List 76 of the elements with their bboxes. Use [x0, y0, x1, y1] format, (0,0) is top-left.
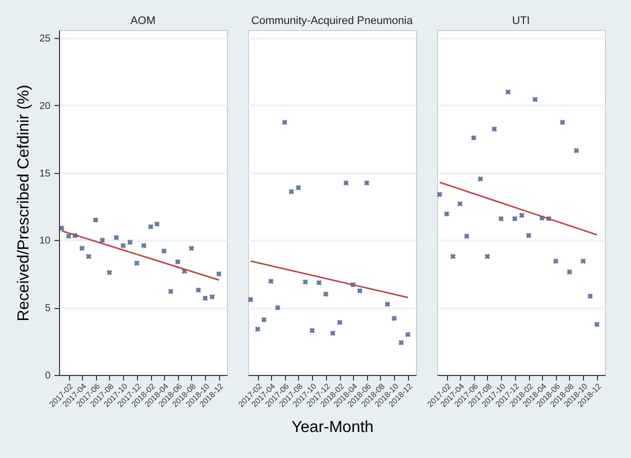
- point: [148, 224, 154, 230]
- point: [296, 184, 302, 190]
- chart-title: Community-Acquired Pneumonia: [251, 15, 414, 27]
- y-tick-label: 0: [44, 370, 51, 382]
- point: [436, 192, 442, 198]
- point: [391, 316, 397, 322]
- y-tick-label: 20: [39, 100, 51, 112]
- point: [580, 258, 586, 264]
- point: [86, 254, 92, 260]
- point: [553, 258, 558, 264]
- point: [398, 340, 404, 346]
- point: [202, 295, 208, 301]
- point: [268, 278, 274, 284]
- point: [161, 248, 167, 254]
- point: [323, 291, 329, 297]
- point: [106, 270, 112, 276]
- chart-title: UTI: [512, 15, 530, 27]
- point: [357, 288, 362, 294]
- point: [450, 254, 456, 260]
- point: [343, 180, 349, 186]
- point: [274, 304, 280, 310]
- point: [261, 317, 267, 322]
- point: [127, 240, 133, 245]
- point: [196, 287, 202, 293]
- point: [254, 326, 260, 332]
- point: [216, 271, 222, 277]
- point: [66, 233, 72, 239]
- point: [364, 180, 370, 186]
- point: [175, 259, 180, 265]
- point: [566, 269, 572, 275]
- point: [384, 302, 390, 307]
- point: [484, 254, 490, 260]
- point: [498, 216, 504, 222]
- y-axis-title: Received/Prescribed Cefdinir (%): [15, 84, 32, 322]
- point: [505, 89, 511, 95]
- point: [134, 260, 140, 266]
- point: [532, 96, 538, 102]
- point: [154, 221, 160, 227]
- y-tick-label: 25: [39, 34, 51, 45]
- point: [478, 176, 484, 182]
- point: [444, 211, 450, 217]
- point: [519, 212, 524, 218]
- point: [457, 201, 463, 207]
- point: [405, 332, 411, 338]
- point: [560, 120, 566, 126]
- point: [188, 246, 194, 252]
- point: [330, 330, 336, 336]
- point: [141, 242, 146, 248]
- point: [282, 120, 288, 126]
- point: [594, 322, 600, 328]
- point: [209, 294, 215, 300]
- point: [79, 246, 85, 252]
- point: [470, 135, 476, 141]
- point: [120, 242, 126, 248]
- point: [316, 280, 322, 286]
- y-tick-label: 15: [39, 168, 51, 180]
- point: [288, 189, 294, 194]
- point: [168, 288, 174, 294]
- point: [114, 234, 120, 240]
- point: [464, 233, 470, 239]
- x-axis-title: Year-Month: [291, 418, 374, 436]
- point: [587, 293, 593, 299]
- point: [248, 296, 254, 302]
- point: [512, 216, 518, 222]
- point: [302, 279, 308, 285]
- point: [309, 328, 315, 334]
- point: [92, 217, 98, 223]
- point: [100, 238, 106, 243]
- chart-title: AOM: [130, 15, 156, 27]
- point: [58, 225, 64, 231]
- point: [574, 148, 580, 154]
- y-tick-label: 5: [44, 303, 51, 314]
- y-tick-label: 10: [39, 236, 51, 247]
- point: [526, 232, 532, 238]
- point: [492, 126, 498, 132]
- point: [337, 320, 342, 326]
